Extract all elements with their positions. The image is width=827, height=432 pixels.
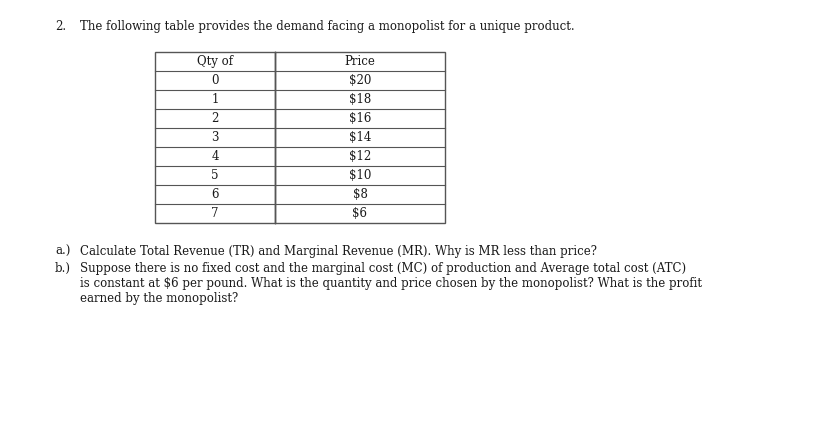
Text: Qty of: Qty of <box>197 55 232 68</box>
Text: b.): b.) <box>55 262 71 275</box>
Text: Price: Price <box>344 55 375 68</box>
Text: 2.: 2. <box>55 20 66 33</box>
Text: 3: 3 <box>211 131 218 144</box>
Bar <box>155 52 444 223</box>
Text: 1: 1 <box>211 93 218 106</box>
Text: Calculate Total Revenue (TR) and Marginal Revenue (MR). Why is MR less than pric: Calculate Total Revenue (TR) and Margina… <box>80 245 596 258</box>
Text: 7: 7 <box>211 207 218 220</box>
Text: $18: $18 <box>348 93 370 106</box>
Text: $16: $16 <box>348 112 370 125</box>
Text: is constant at $6 per pound. What is the quantity and price chosen by the monopo: is constant at $6 per pound. What is the… <box>80 277 701 290</box>
Text: $6: $6 <box>352 207 367 220</box>
Text: earned by the monopolist?: earned by the monopolist? <box>80 292 238 305</box>
Text: $8: $8 <box>352 188 367 201</box>
Text: $20: $20 <box>348 74 370 87</box>
Text: 5: 5 <box>211 169 218 182</box>
Text: $10: $10 <box>348 169 370 182</box>
Text: Suppose there is no fixed cost and the marginal cost (MC) of production and Aver: Suppose there is no fixed cost and the m… <box>80 262 686 275</box>
Text: a.): a.) <box>55 245 70 258</box>
Text: 6: 6 <box>211 188 218 201</box>
Text: $12: $12 <box>348 150 370 163</box>
Text: The following table provides the demand facing a monopolist for a unique product: The following table provides the demand … <box>80 20 574 33</box>
Text: 0: 0 <box>211 74 218 87</box>
Text: $14: $14 <box>348 131 370 144</box>
Text: 4: 4 <box>211 150 218 163</box>
Text: 2: 2 <box>211 112 218 125</box>
